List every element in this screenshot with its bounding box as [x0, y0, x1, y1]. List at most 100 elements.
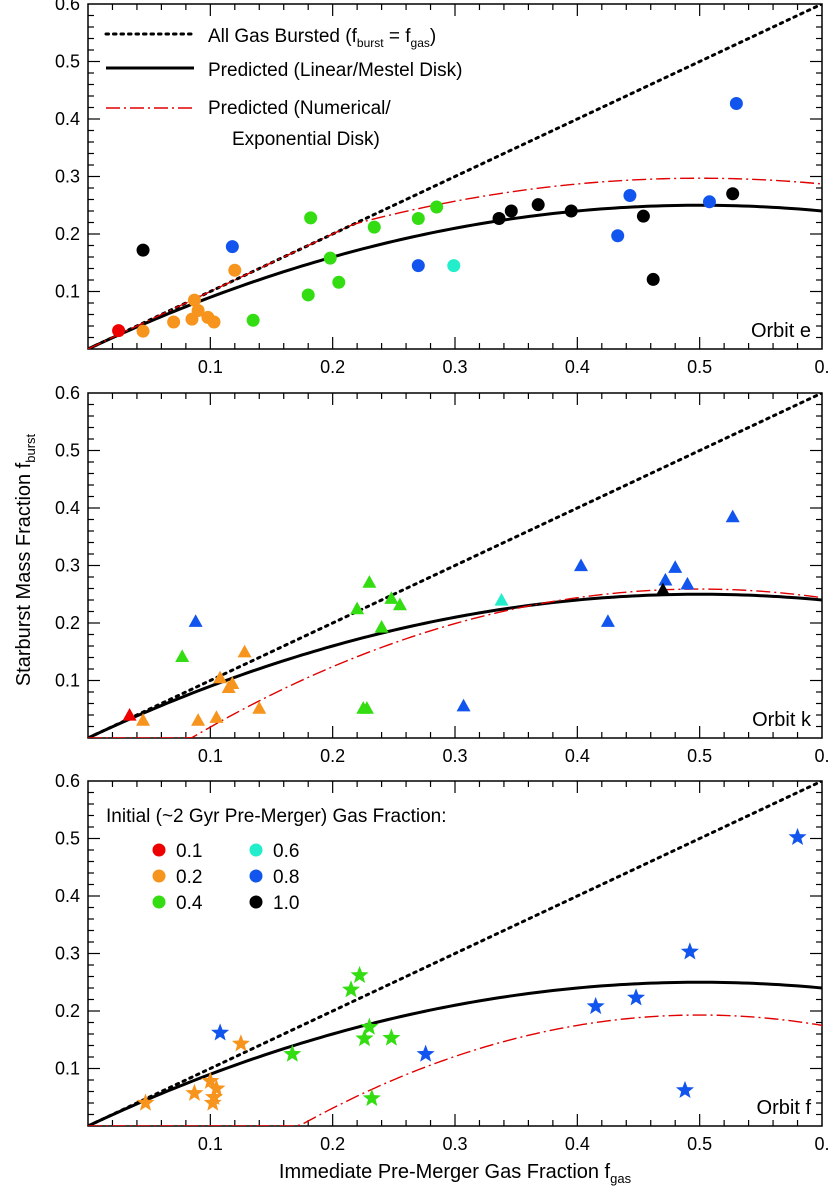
- line-predicted-numerical: [88, 588, 822, 738]
- data-point: [658, 572, 673, 586]
- x-tick-label: 0.2: [320, 357, 345, 377]
- data-point: [167, 315, 181, 329]
- data-point: [680, 942, 699, 960]
- x-tick-label: 0.4: [565, 746, 590, 766]
- legend-label-linear: Predicted (Linear/Mestel Disk): [208, 60, 462, 81]
- data-point: [456, 698, 471, 712]
- legend-value-0.6: 0.6: [273, 841, 299, 862]
- data-point: [187, 293, 201, 307]
- x-tick-label: 0.3: [442, 1134, 467, 1154]
- data-point: [447, 259, 461, 273]
- legend-value-0.4: 0.4: [176, 893, 203, 914]
- data-point: [362, 1088, 381, 1107]
- data-point: [213, 670, 228, 684]
- y-tick-label: 0.5: [55, 441, 80, 461]
- data-point: [304, 211, 318, 225]
- data-point: [360, 1017, 379, 1035]
- y-tick-label: 0.2: [55, 613, 80, 633]
- data-point: [655, 582, 670, 596]
- data-point: [623, 188, 637, 202]
- data-point: [362, 575, 377, 588]
- legend-dot-0.4: [152, 895, 166, 909]
- panel-2: 0.1 0.2 0.3 0.4 0.5 0. 0.1 0.2 0.3 0.4 0.5 0.6 Orbit…: [55, 771, 830, 1154]
- data-point: [323, 251, 337, 265]
- color-legend-title: Initial (~2 Gyr Pre-Merger) Gas Fraction…: [106, 806, 447, 827]
- x-tick-label: 0.1: [198, 746, 223, 766]
- x-tick-label: 0.5: [687, 357, 712, 377]
- data-point: [228, 263, 242, 277]
- legend-value-0.2: 0.2: [176, 867, 202, 888]
- line-all-gas-bursted: [88, 393, 822, 738]
- data-point: [680, 576, 695, 590]
- line-legend: All Gas Bursted (fburst = fgas) Predicte…: [104, 26, 462, 150]
- legend-value-1.0: 1.0: [273, 893, 299, 914]
- data-point: [668, 560, 683, 573]
- data-point: [350, 965, 369, 984]
- data-point: [504, 204, 518, 218]
- data-point: [416, 1044, 435, 1062]
- data-point: [494, 593, 509, 606]
- y-tick-label: 0.1: [55, 282, 80, 302]
- data-point: [136, 1093, 155, 1111]
- panel-label: Orbit f: [757, 1097, 812, 1119]
- y-tick-label: 0.3: [55, 556, 80, 576]
- x-tick-label: 0.3: [442, 746, 467, 766]
- data-point: [191, 713, 206, 726]
- data-point: [246, 313, 260, 327]
- panel-0: 0.1 0.2 0.3 0.4 0.5 0. 0.1 0.2 0.3 0.4 0.5 0.6 Orbit…: [55, 0, 830, 377]
- data-point: [283, 1044, 302, 1062]
- panel-label: Orbit k: [752, 709, 812, 731]
- legend-value-0.1: 0.1: [176, 841, 202, 862]
- x-tick-label: 0.3: [442, 357, 467, 377]
- y-tick-label: 0.1: [55, 1059, 80, 1079]
- data-point: [225, 676, 240, 689]
- data-point: [341, 980, 361, 998]
- legend-label-numerical: Predicted (Numerical/: [208, 98, 391, 119]
- data-point: [201, 1071, 220, 1089]
- data-point: [411, 211, 425, 225]
- line-predicted-linear: [88, 980, 822, 1126]
- color-legend: Initial (~2 Gyr Pre-Merger) Gas Fraction…: [106, 806, 447, 914]
- data-point: [355, 1029, 374, 1047]
- x-axis-label: Immediate Pre-Merger Gas Fraction fgas: [279, 1161, 632, 1186]
- data-point: [209, 710, 224, 723]
- legend-dot-0.8: [249, 869, 263, 883]
- x-tick-label: 0.2: [320, 1134, 345, 1154]
- data-point: [531, 198, 545, 212]
- y-tick-label: 0.3: [55, 944, 80, 964]
- data-point: [332, 275, 346, 289]
- data-point: [564, 204, 578, 218]
- data-point: [204, 1087, 224, 1105]
- line-all-gas-bursted: [88, 4, 822, 349]
- x-tick-label: 0.: [814, 746, 829, 766]
- data-point: [729, 96, 743, 110]
- line-all-gas-bursted: [88, 781, 822, 1126]
- data-point: [367, 220, 381, 234]
- data-point: [225, 240, 239, 254]
- data-point: [675, 1080, 695, 1099]
- plot-area: [88, 393, 822, 738]
- y-tick-label: 0.6: [55, 383, 80, 403]
- data-point: [646, 272, 660, 286]
- y-tick-label: 0.5: [55, 829, 80, 849]
- y-tick-label: 0.3: [55, 167, 80, 187]
- y-tick-label: 0.6: [55, 771, 80, 791]
- y-tick-label: 0.2: [55, 1001, 80, 1021]
- legend-dot-0.6: [249, 843, 263, 857]
- legend-dot-0.2: [152, 869, 166, 883]
- y-tick-label: 0.4: [55, 109, 80, 129]
- data-point: [252, 701, 267, 714]
- data-point: [185, 1083, 204, 1101]
- data-point: [430, 200, 444, 214]
- data-point: [188, 614, 203, 627]
- plot-area: [88, 4, 822, 349]
- line-predicted-numerical: [88, 177, 822, 349]
- panel-1: 0.1 0.2 0.3 0.4 0.5 0. 0.1 0.2 0.3 0.4 0.5 0.6 Orbit…: [55, 383, 830, 766]
- data-point: [350, 601, 365, 615]
- data-point: [374, 620, 389, 633]
- y-tick-label: 0.4: [55, 886, 80, 906]
- data-point: [600, 614, 615, 627]
- data-point: [636, 209, 650, 223]
- plot-area: [88, 781, 822, 1126]
- x-tick-label: 0.5: [687, 746, 712, 766]
